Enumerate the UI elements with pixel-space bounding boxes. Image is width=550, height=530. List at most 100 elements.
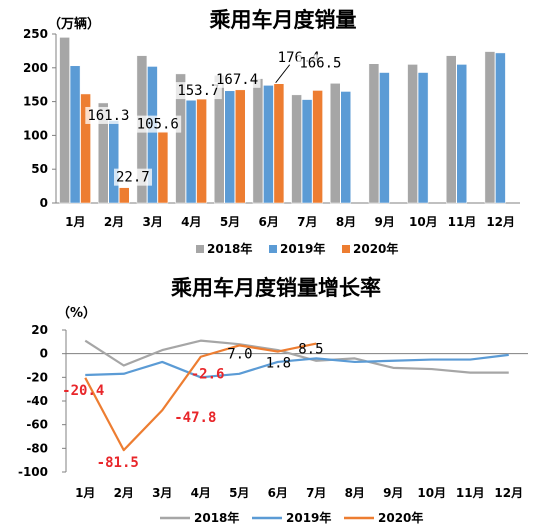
bar bbox=[98, 102, 109, 204]
bar bbox=[273, 83, 285, 204]
bar bbox=[224, 90, 235, 204]
bar bbox=[407, 64, 418, 204]
bar-data-label: 105.6 bbox=[137, 117, 179, 133]
bar-chart-unit: （万辆） bbox=[48, 16, 100, 32]
bar bbox=[484, 51, 496, 204]
bar bbox=[368, 63, 380, 204]
line-chart: 乘用车月度销量增长率 （%） -100 -80 -60 -40 -20 0 20 1月 2月 3月… bbox=[18, 276, 528, 525]
bar-y-tick-label: 0 bbox=[40, 196, 48, 210]
line-series bbox=[84, 339, 509, 374]
bar-data-label-bg bbox=[214, 70, 261, 88]
bar-data-label-bg bbox=[134, 115, 182, 133]
line-x-tick-label: 8月 bbox=[345, 486, 365, 500]
bar bbox=[157, 131, 169, 204]
line-x-tick-label: 6月 bbox=[268, 486, 288, 500]
bar bbox=[417, 72, 429, 204]
bar-y-tick-label: 100 bbox=[23, 128, 48, 142]
bar-legend-label: 2020年 bbox=[353, 241, 398, 256]
line-chart-title: 乘用车月度销量增长率 bbox=[170, 276, 381, 300]
bar-y-tick-label: 50 bbox=[31, 162, 48, 176]
line-x-tick-label: 7月 bbox=[306, 486, 326, 500]
bar-data-label: 166.5 bbox=[299, 55, 341, 71]
bar-x-tick-label: 3月 bbox=[142, 215, 162, 229]
bar-x-tick-label: 12月 bbox=[486, 215, 515, 229]
line-series bbox=[84, 342, 317, 452]
line-y-tick-label: -20 bbox=[26, 370, 48, 384]
bar-y-tick-label: 250 bbox=[23, 27, 48, 41]
line-data-label: -81.5 bbox=[97, 455, 139, 471]
line-y-tick-label: 20 bbox=[31, 323, 48, 337]
bar-data-label: 161.3 bbox=[87, 108, 129, 124]
bar-y-tick-label: 150 bbox=[23, 95, 48, 109]
bar bbox=[147, 66, 158, 204]
bar-x-tick-label: 5月 bbox=[220, 215, 240, 229]
bar-x-tick-label: 4月 bbox=[181, 215, 201, 229]
line-y-tick-label: -100 bbox=[18, 465, 48, 479]
bar bbox=[108, 120, 119, 204]
bar-x-tick-label: 2月 bbox=[104, 215, 124, 229]
bar-x-tick-label: 6月 bbox=[258, 215, 278, 229]
bar-label-leader bbox=[275, 64, 291, 84]
line-x-tick-label: 3月 bbox=[152, 486, 172, 500]
bar bbox=[446, 55, 457, 204]
bar-data-label: 167.4 bbox=[216, 72, 258, 88]
bar-legend-swatch bbox=[342, 245, 350, 253]
bar-chart: 乘用车月度销量 （万辆） 0 50 100 150 200 250 1月 2月 3月 4月 5月 6月… bbox=[23, 8, 520, 256]
bar bbox=[456, 64, 467, 204]
bar-data-label: 22.7 bbox=[116, 170, 150, 186]
line-x-tick-label: 4月 bbox=[191, 486, 211, 500]
bar-x-tick-label: 11月 bbox=[448, 215, 477, 229]
bar bbox=[495, 52, 506, 204]
bar bbox=[291, 94, 302, 204]
bar bbox=[196, 98, 207, 204]
line-x-tick-label: 2月 bbox=[114, 486, 134, 500]
line-x-tick-label: 1月 bbox=[75, 486, 95, 500]
bar-chart-title: 乘用车月度销量 bbox=[209, 8, 357, 32]
bar-x-tick-label: 7月 bbox=[297, 215, 317, 229]
bar-legend-label: 2018年 bbox=[207, 241, 252, 256]
bar bbox=[69, 65, 81, 204]
line-legend-label: 2020年 bbox=[378, 510, 423, 525]
line-y-tick-label: 0 bbox=[40, 347, 48, 361]
bar-legend-swatch bbox=[269, 245, 277, 253]
bar bbox=[175, 73, 186, 204]
bar bbox=[312, 90, 323, 204]
bar-x-tick-label: 1月 bbox=[65, 215, 85, 229]
bar-y-tick-label: 200 bbox=[23, 61, 48, 75]
bar-data-label: 153.7 bbox=[177, 83, 219, 99]
line-x-tick-label: 5月 bbox=[229, 486, 249, 500]
bar bbox=[263, 85, 274, 204]
line-data-label: 7.0 bbox=[227, 346, 252, 362]
bar-legend-label: 2019年 bbox=[280, 241, 325, 256]
bar bbox=[119, 187, 130, 204]
bar-x-tick-label: 8月 bbox=[336, 215, 356, 229]
bar bbox=[185, 99, 197, 204]
line-data-label: 1.8 bbox=[266, 356, 291, 372]
line-legend-label: 2019年 bbox=[286, 510, 331, 525]
line-chart-unit: （%） bbox=[57, 305, 96, 321]
line-data-label: 8.5 bbox=[298, 342, 323, 358]
bar bbox=[379, 72, 390, 204]
line-y-tick-label: -40 bbox=[26, 394, 48, 408]
line-y-tick-label: -60 bbox=[26, 418, 48, 432]
line-y-tick-label: -80 bbox=[26, 441, 48, 455]
bar bbox=[59, 37, 70, 204]
line-data-label: -47.8 bbox=[174, 410, 216, 426]
bar-data-label-bg bbox=[175, 82, 222, 100]
line-x-tick-label: 9月 bbox=[383, 486, 403, 500]
line-series bbox=[85, 353, 509, 379]
line-x-tick-label: 12月 bbox=[494, 486, 523, 500]
bar-data-label-bg bbox=[85, 106, 132, 124]
bar-x-tick-label: 10月 bbox=[409, 215, 438, 229]
bar-data-label-bg bbox=[297, 54, 344, 72]
line-x-tick-label: 10月 bbox=[417, 486, 446, 500]
bar bbox=[301, 99, 313, 204]
bar bbox=[235, 89, 246, 204]
line-data-label: -2.6 bbox=[191, 367, 225, 383]
bar bbox=[330, 83, 341, 204]
bar bbox=[252, 78, 264, 204]
bar bbox=[340, 91, 351, 204]
bar-legend-swatch bbox=[196, 245, 204, 253]
bar-x-tick-label: 9月 bbox=[374, 215, 394, 229]
